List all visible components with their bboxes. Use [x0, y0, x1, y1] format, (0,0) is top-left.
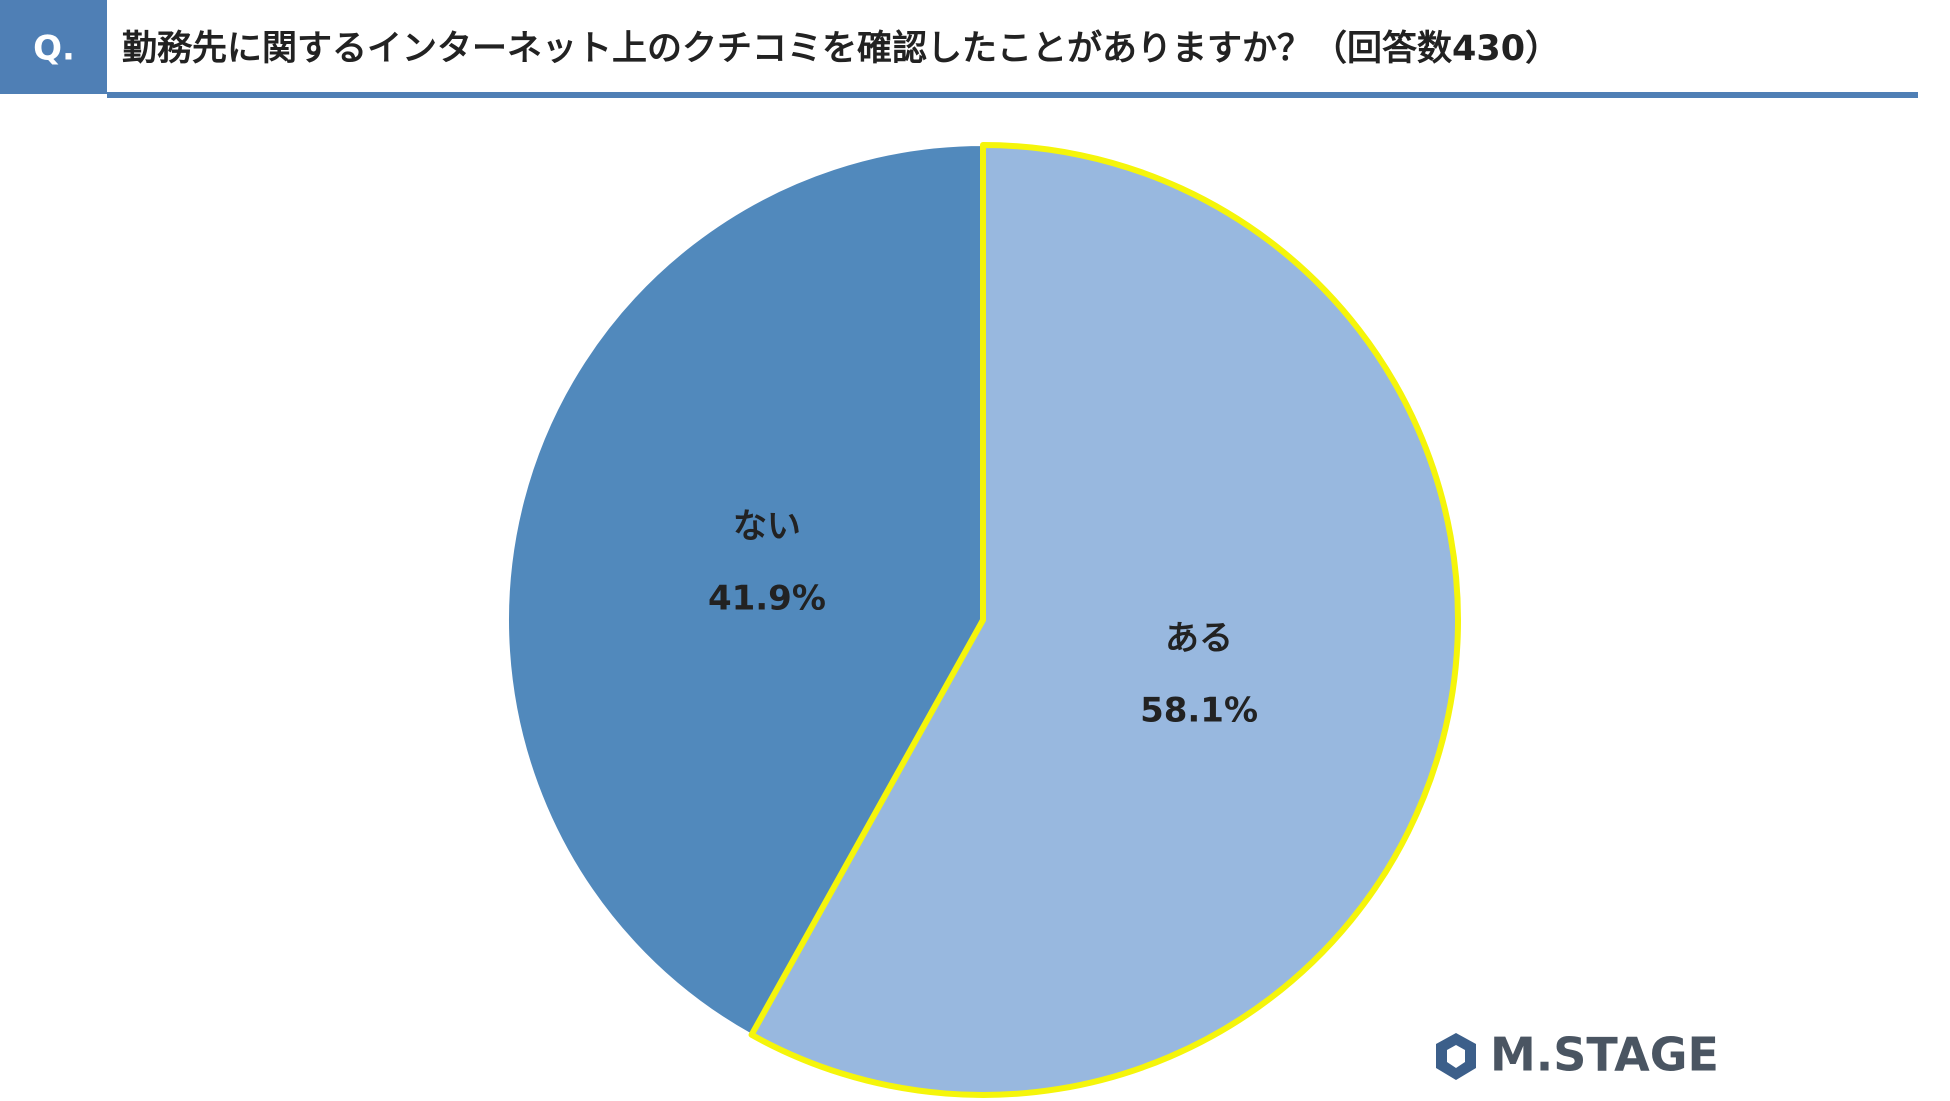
logo-icon-hole — [1447, 1045, 1465, 1068]
title-rule — [107, 92, 1918, 98]
badge: Q. — [33, 29, 75, 69]
pie: ある 58.1% ない 41.9% — [507, 142, 1461, 1098]
logo-text: M.STAGE — [1490, 1028, 1719, 1082]
slice-label: ない — [733, 506, 801, 546]
value-label: 41.9% — [708, 578, 826, 618]
badge-box — [0, 0, 107, 94]
pie-slice — [748, 142, 1461, 1098]
chart-title: 勤務先に関するインターネット上のクチコミを確認したことがありますか？（回答数43… — [122, 29, 1560, 69]
value-label: 58.1% — [1140, 691, 1258, 731]
pie-slice — [507, 144, 984, 1036]
logo: M.STAGE — [1436, 1028, 1719, 1082]
slice-label: ある — [1165, 619, 1233, 659]
